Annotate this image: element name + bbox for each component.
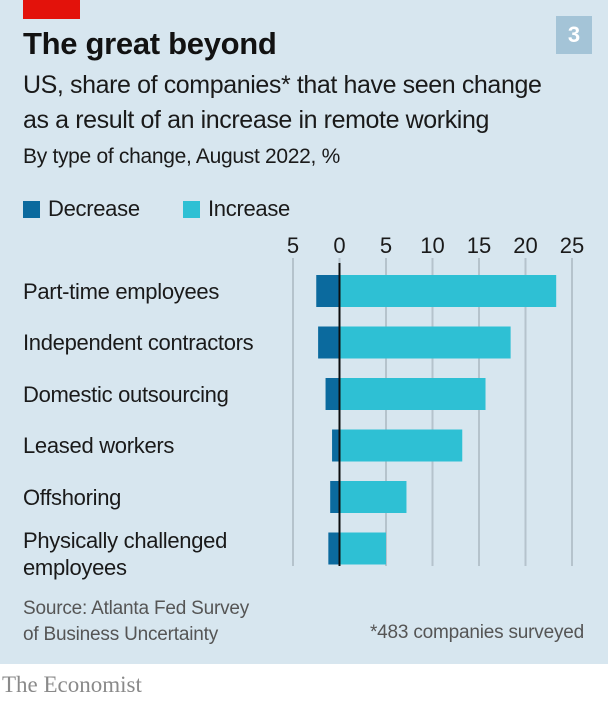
bar-decrease xyxy=(325,378,340,410)
category-label-line: Physically challenged xyxy=(23,527,228,553)
bar-increase xyxy=(339,532,386,565)
category-label-line: employees xyxy=(23,554,127,580)
category-label-line: Part-time employees xyxy=(23,278,220,304)
x-tick-label: 10 xyxy=(420,233,444,258)
source-note: Source: Atlanta Fed Survey of Business U… xyxy=(23,596,249,648)
bar-chart: 5 0 5 10 15 20 25 xyxy=(287,233,584,566)
legend-label-increase: Increase xyxy=(208,196,290,221)
category-label: Offshoring xyxy=(23,484,121,511)
subtitle-detail: By type of change, August 2022, % xyxy=(23,145,340,168)
bar-increase xyxy=(339,326,511,359)
x-tick-label: 0 xyxy=(333,233,345,258)
category-label-line: Leased workers xyxy=(23,433,175,458)
x-tick-label: 15 xyxy=(467,233,491,258)
category-label-line: Domestic outsourcing xyxy=(23,381,229,407)
legend-swatch-decrease xyxy=(23,200,40,218)
category-label: Domestic outsourcing xyxy=(23,381,229,408)
source-line-1: Source: Atlanta Fed Survey xyxy=(23,598,250,619)
category-label-line: Offshoring xyxy=(23,484,122,510)
bar-decrease xyxy=(316,275,340,307)
x-tick-label: 5 xyxy=(287,233,299,258)
legend-swatch-increase xyxy=(183,200,200,218)
category-label: Part-time employees xyxy=(23,278,219,305)
bar-decrease xyxy=(332,429,340,462)
category-label: Leased workers xyxy=(23,432,174,459)
legend-item-decrease: Decrease xyxy=(23,196,140,222)
chart-title: The great beyond xyxy=(23,26,277,61)
bar-increase xyxy=(339,481,407,513)
x-tick-label: 25 xyxy=(560,233,584,258)
bar-increase xyxy=(339,378,486,410)
category-label: Physically challenged employees xyxy=(23,527,227,581)
x-tick-label: 20 xyxy=(513,233,537,258)
category-label: Independent contractors xyxy=(23,329,254,356)
economist-logo-text: The Economist xyxy=(2,672,142,697)
bar-increase xyxy=(339,429,463,462)
bar-increase xyxy=(339,275,557,307)
chart-number-badge: 3 xyxy=(556,16,592,54)
bar-decrease xyxy=(330,481,340,513)
bar-decrease xyxy=(318,326,340,359)
source-line-2: of Business Uncertainty xyxy=(23,624,218,645)
footnote: *483 companies surveyed xyxy=(369,622,584,643)
category-label-line: Independent contractors xyxy=(23,330,254,355)
bar-decrease xyxy=(328,532,340,565)
legend-label-decrease: Decrease xyxy=(48,196,140,221)
brand-red-tag xyxy=(23,0,80,19)
subtitle-line-2: as a result of an increase in remote wor… xyxy=(23,106,489,134)
legend-item-increase: Increase xyxy=(183,196,290,222)
subtitle-line-1: US, share of companies* that have seen c… xyxy=(23,71,542,99)
x-tick-label: 5 xyxy=(380,233,392,258)
